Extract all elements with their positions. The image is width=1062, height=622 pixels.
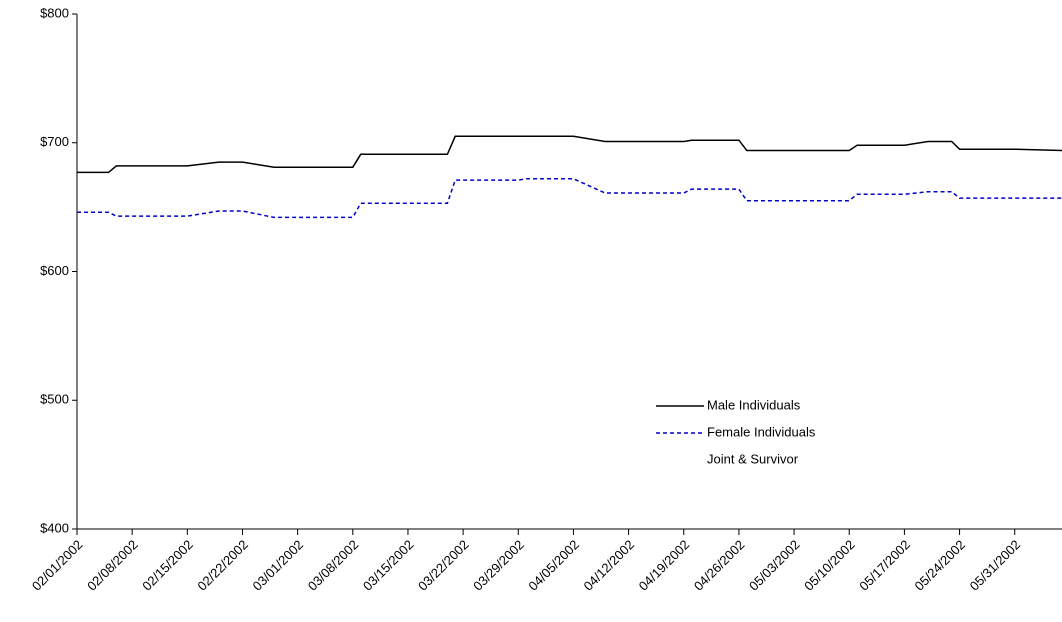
y-tick-label: $600 — [40, 263, 69, 278]
x-tick-label: 03/08/2002 — [305, 537, 362, 594]
x-tick-label: 03/29/2002 — [470, 537, 527, 594]
series-line — [77, 178, 1062, 219]
y-tick-label: $700 — [40, 134, 69, 149]
x-tick-label: 02/22/2002 — [194, 537, 251, 594]
x-tick-label: 04/12/2002 — [581, 537, 638, 594]
legend-label: Female Individuals — [707, 424, 816, 439]
x-tick-label: 04/26/2002 — [691, 537, 748, 594]
x-tick-label: 02/08/2002 — [84, 537, 141, 594]
y-tick-label: $400 — [40, 520, 69, 535]
x-tick-label: 05/31/2002 — [967, 537, 1024, 594]
x-tick-label: 03/22/2002 — [415, 537, 472, 594]
legend-label: Joint & Survivor — [707, 451, 799, 466]
y-tick-label: $500 — [40, 392, 69, 407]
legend-label: Male Individuals — [707, 397, 801, 412]
x-tick-label: 03/15/2002 — [360, 537, 417, 594]
x-tick-label: 05/17/2002 — [856, 537, 913, 594]
x-tick-label: 05/03/2002 — [746, 537, 803, 594]
x-tick-label: 02/15/2002 — [139, 537, 196, 594]
series-line — [77, 135, 1062, 174]
y-tick-label: $800 — [40, 5, 69, 20]
x-tick-label: 05/10/2002 — [801, 537, 858, 594]
x-tick-label: 03/01/2002 — [250, 537, 307, 594]
x-tick-label: 04/19/2002 — [636, 537, 693, 594]
x-tick-label: 04/05/2002 — [525, 537, 582, 594]
x-tick-label: 02/01/2002 — [29, 537, 86, 594]
x-tick-label: 05/24/2002 — [911, 537, 968, 594]
